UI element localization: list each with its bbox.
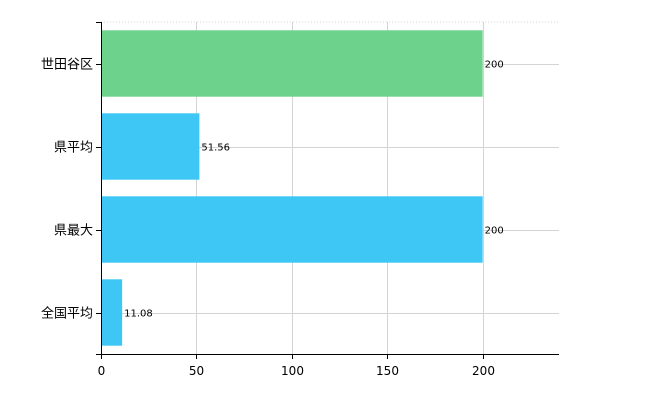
category-label: 県平均 xyxy=(54,141,93,156)
bar xyxy=(102,113,200,180)
labels: 200 世田谷区 51.56 県平均 200 県最大 11.08 全国平均 0 50 100 150 2… xyxy=(41,22,504,378)
x-tick-label: 100 xyxy=(281,364,304,378)
data-label: 51.56 xyxy=(201,143,230,154)
category-label: 県最大 xyxy=(54,224,93,239)
data-label: 200 xyxy=(485,226,504,237)
bar xyxy=(102,30,483,97)
bar xyxy=(102,196,483,263)
category-label: 全国平均 xyxy=(41,306,93,322)
data-label: 11.08 xyxy=(124,309,153,320)
x-tick-label: 50 xyxy=(189,364,204,378)
category-label: 世田谷区 xyxy=(41,58,93,73)
x-tick-label: 0 xyxy=(98,364,106,378)
data-label: 200 xyxy=(485,60,504,71)
x-tick-label: 200 xyxy=(472,364,495,378)
x-tick-label: 150 xyxy=(376,364,399,378)
bars xyxy=(102,30,483,346)
bar xyxy=(102,279,123,346)
axes xyxy=(96,22,559,359)
